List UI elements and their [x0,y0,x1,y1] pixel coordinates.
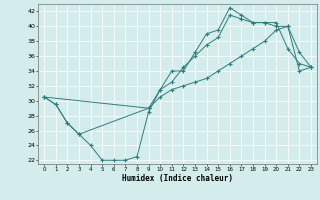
X-axis label: Humidex (Indice chaleur): Humidex (Indice chaleur) [122,174,233,183]
